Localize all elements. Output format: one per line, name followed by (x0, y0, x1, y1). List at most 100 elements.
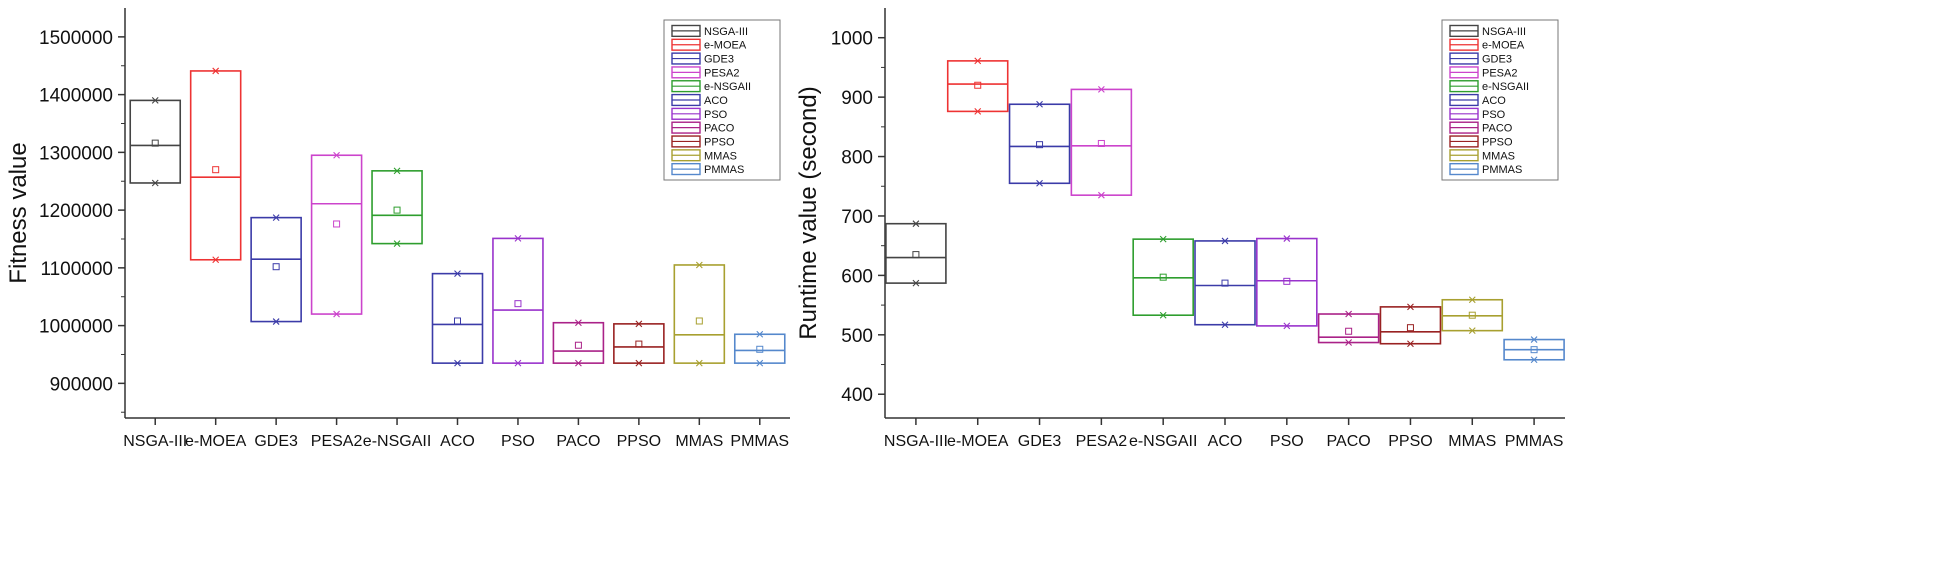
x-tick-label: PSO (1270, 433, 1304, 450)
x-tick-label: PMMAS (1505, 433, 1564, 450)
box-extreme-marker (635, 320, 643, 328)
box-mmas (1441, 296, 1504, 335)
box-extreme-marker (514, 359, 522, 367)
y-tick-label: 400 (841, 385, 873, 406)
box-gde3 (250, 214, 302, 325)
y-tick-label: 700 (841, 207, 873, 228)
box-paco (552, 319, 605, 367)
box-extreme-marker (575, 359, 582, 367)
box-iqr-rect (1008, 103, 1071, 185)
legend-label: PESA2 (1482, 67, 1517, 79)
box-extreme-marker (1530, 356, 1538, 364)
legend-label: ACO (704, 95, 728, 107)
y-tick-label: 800 (841, 148, 873, 169)
x-tick-label: NSGA-III (884, 433, 948, 450)
box-extreme-marker (454, 270, 461, 278)
x-tick-label: e-NSGAII (363, 433, 431, 450)
box-gde3 (1008, 100, 1071, 187)
x-tick-label: NSGA-III (123, 433, 187, 450)
y-tick-label: 1400000 (39, 86, 113, 107)
box-extreme-marker (1468, 327, 1476, 335)
box-mean-marker (1530, 346, 1538, 354)
x-tick-label: ACO (1208, 433, 1243, 450)
box-aco (1194, 237, 1256, 329)
box-iqr-rect (310, 154, 363, 315)
box-extreme-marker (514, 235, 522, 242)
box-mean-marker (1345, 327, 1353, 335)
box-iqr-rect (552, 321, 605, 364)
box-extreme-marker (393, 167, 401, 175)
legend-label: PPSO (704, 136, 735, 148)
x-tick-label: PACO (1327, 433, 1371, 450)
box-e-nsgaii (1132, 235, 1194, 319)
box-e-nsgaii (371, 167, 423, 247)
box-extreme-marker (1407, 303, 1414, 311)
box-ppso (613, 320, 665, 367)
box-extreme-marker (1468, 296, 1476, 304)
box-extreme-marker (1407, 340, 1414, 348)
box-iqr-rect (1070, 88, 1133, 196)
x-tick-label: PESA2 (311, 433, 363, 450)
box-iqr-rect (885, 222, 947, 284)
box-extreme-marker (1221, 237, 1229, 245)
box-pmmas (733, 330, 786, 367)
box-extreme-marker (333, 310, 340, 318)
legend-label: PACO (704, 123, 735, 135)
box-mean-marker (514, 300, 522, 308)
box-mean-marker (1159, 273, 1167, 281)
x-tick-label: PACO (556, 433, 600, 450)
box-pso (1256, 235, 1318, 330)
box-mean-marker (756, 345, 764, 353)
y-tick-label: 1000000 (39, 317, 113, 338)
legend-label: e-NSGAII (704, 81, 751, 93)
box-iqr-rect (1379, 306, 1442, 345)
box-iqr-rect (733, 333, 786, 364)
legend-label: MMAS (1482, 150, 1515, 162)
legend-label: PSO (704, 109, 728, 121)
box-aco (431, 270, 484, 367)
box-mean-marker (1097, 139, 1105, 147)
box-extreme-marker (333, 151, 340, 159)
legend-label: PPSO (1482, 136, 1513, 148)
box-extreme-marker (1097, 191, 1105, 199)
x-tick-label: GDE3 (254, 433, 298, 450)
box-extreme-marker (635, 359, 643, 367)
box-mean-marker (212, 166, 220, 174)
legend-label: GDE3 (1482, 54, 1512, 66)
box-pso (492, 235, 544, 367)
box-mean-marker (635, 340, 643, 348)
box-pesa2 (1070, 86, 1133, 199)
box-mean-marker (1283, 277, 1291, 285)
y-tick-label: 1000 (831, 29, 873, 50)
box-extreme-marker (151, 97, 159, 104)
x-tick-label: ACO (440, 433, 475, 450)
legend-label: NSGA-III (1482, 26, 1526, 38)
box-mean-marker (1221, 279, 1229, 287)
box-pmmas (1503, 336, 1565, 364)
box-extreme-marker (695, 261, 703, 269)
box-extreme-marker (1283, 322, 1291, 330)
y-tick-label: 500 (841, 326, 873, 347)
box-nsga-iii (129, 97, 182, 187)
box-extreme-marker (212, 256, 220, 264)
box-pesa2 (310, 151, 363, 318)
box-mean-marker (151, 139, 159, 147)
legend-label: e-MOEA (1482, 40, 1525, 52)
box-nsga-iii (885, 220, 947, 287)
box-extreme-marker (756, 359, 764, 367)
chart-panel-1: 900000 1000000 1100000 1200000 1300000 140000… (5, 8, 790, 450)
x-tick-label: e-MOEA (947, 433, 1009, 450)
x-tick-label: MMAS (675, 433, 723, 450)
legend-label: e-NSGAII (1482, 81, 1529, 93)
box-mean-marker (912, 251, 920, 259)
box-extreme-marker (151, 179, 159, 187)
legend-label: PMMAS (704, 164, 744, 176)
x-tick-label: e-MOEA (185, 433, 247, 450)
box-extreme-marker (912, 220, 920, 228)
box-extreme-marker (272, 318, 280, 325)
box-iqr-rect (129, 99, 182, 184)
